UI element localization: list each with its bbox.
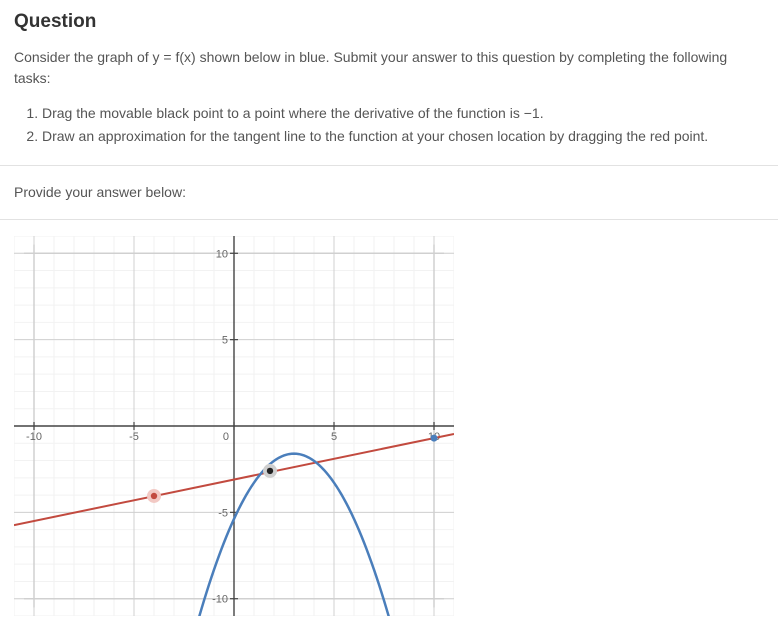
black-point[interactable] — [267, 467, 273, 473]
y-tick-label: 10 — [216, 248, 228, 260]
question-intro: Consider the graph of y = f(x) shown bel… — [14, 47, 764, 89]
task1-val: −1 — [524, 105, 540, 121]
line-endpoint — [431, 434, 438, 441]
y-tick-label: 5 — [222, 334, 228, 346]
x-tick-label: 5 — [331, 431, 337, 443]
task-2: Draw an approximation for the tangent li… — [42, 126, 764, 147]
divider-top — [0, 165, 778, 166]
graph-canvas[interactable]: -10-50510-10-5510 — [14, 236, 454, 616]
x-tick-label: -10 — [26, 431, 42, 443]
task1-pre: Drag the movable black point to a point … — [42, 105, 524, 121]
answer-label: Provide your answer below: — [14, 182, 764, 203]
task-1: Drag the movable black point to a point … — [42, 103, 764, 124]
divider-bottom — [0, 219, 778, 220]
intro-eq: y = f(x) — [153, 49, 196, 65]
task1-post: . — [540, 105, 544, 121]
red-point[interactable] — [151, 492, 157, 498]
question-heading: Question — [14, 8, 764, 37]
y-tick-label: -5 — [218, 507, 228, 519]
coordinate-grid[interactable]: -10-50510-10-5510 — [14, 236, 454, 616]
task-list: Drag the movable black point to a point … — [42, 103, 764, 147]
intro-pre: Consider the graph of — [14, 49, 153, 65]
x-tick-label: 0 — [223, 431, 229, 443]
y-tick-label: -10 — [212, 593, 228, 605]
x-tick-label: -5 — [129, 431, 139, 443]
